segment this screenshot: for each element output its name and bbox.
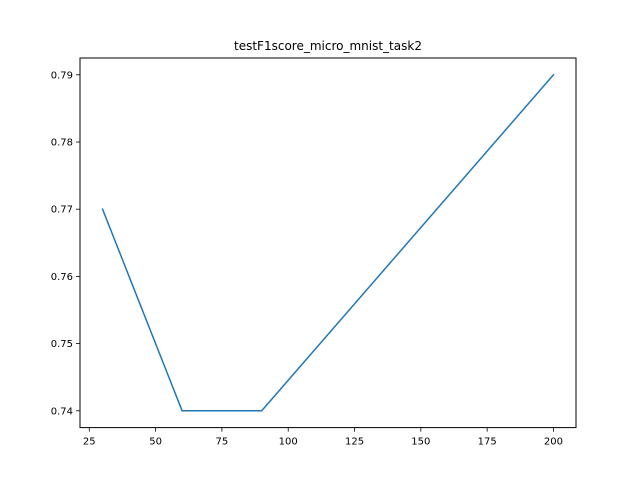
y-tick-label: 0.76 xyxy=(51,272,73,283)
x-tick-label: 100 xyxy=(279,437,298,448)
axis-ticks: 25 50 75 100 125 150 175 200 0.74 0.75 0.76 0.77 0.7… xyxy=(51,70,563,447)
x-tick-label: 25 xyxy=(83,437,96,448)
y-tick-label: 0.78 xyxy=(51,138,73,149)
y-tick-label: 0.79 xyxy=(51,70,73,81)
x-tick-label: 50 xyxy=(149,437,162,448)
y-tick-label: 0.74 xyxy=(51,406,73,417)
y-tick-label: 0.77 xyxy=(51,205,73,216)
x-tick-label: 125 xyxy=(345,437,364,448)
x-tick-label: 200 xyxy=(544,437,563,448)
x-tick-label: 175 xyxy=(478,437,497,448)
y-tick-label: 0.75 xyxy=(51,339,73,350)
axes-frame xyxy=(79,57,577,429)
plot-area xyxy=(101,73,555,412)
x-tick-label: 75 xyxy=(216,437,229,448)
x-tick-label: 150 xyxy=(411,437,430,448)
chart-title: testF1score_micro_mnist_task2 xyxy=(234,39,422,53)
series-line xyxy=(101,73,555,412)
